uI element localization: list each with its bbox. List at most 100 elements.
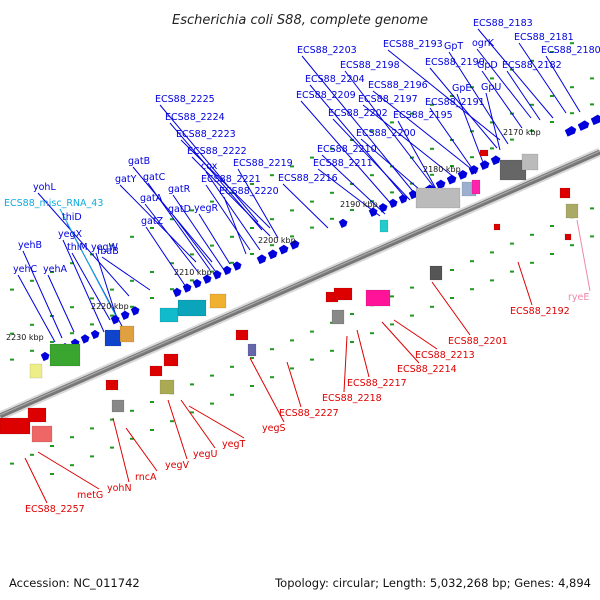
gene-label-forward[interactable]: gatC: [143, 172, 166, 183]
gene-label-forward[interactable]: ECS88_2222: [187, 146, 247, 157]
gene-label-reverse[interactable]: ECS88_2213: [415, 350, 475, 361]
gene-label-reverse[interactable]: ryeE: [568, 292, 589, 303]
gene-label-forward[interactable]: gatA: [140, 193, 163, 204]
track-dot: [290, 209, 294, 212]
gene-label-forward[interactable]: ECS88_2200: [356, 128, 416, 139]
gene-cluster-box: [111, 399, 125, 413]
gene-label-reverse[interactable]: yegT: [222, 439, 245, 450]
gene-label-forward[interactable]: ECS88_2221: [201, 174, 261, 185]
gene-label-forward[interactable]: cox: [201, 161, 218, 172]
gene-label-forward[interactable]: ECS88_2219: [233, 158, 293, 169]
track-dot: [370, 174, 374, 177]
gene-label-forward[interactable]: gatD: [168, 204, 191, 215]
gene-label-forward[interactable]: ECS88_2196: [368, 80, 428, 91]
gene-label-forward[interactable]: ECS88_2195: [393, 110, 453, 121]
gene-label-forward[interactable]: yegX: [58, 229, 82, 240]
gene-label-forward[interactable]: ECS88_2202: [328, 108, 388, 119]
gene-label-reverse[interactable]: yegV: [165, 460, 189, 471]
track-dot: [230, 235, 234, 238]
gene-label-reverse[interactable]: rncA: [135, 472, 157, 483]
track-dot: [130, 235, 134, 238]
gene-label-reverse[interactable]: ECS88_2257: [25, 504, 85, 515]
gene-label-reverse[interactable]: ECS88_2227: [279, 408, 339, 419]
gene-label-forward[interactable]: yegW: [91, 242, 118, 253]
gene-label-forward[interactable]: yehA: [43, 264, 67, 275]
gene-label-reverse[interactable]: yegS: [262, 423, 286, 434]
gene-label-forward[interactable]: thiD: [62, 212, 82, 223]
gene-label-forward[interactable]: ECS88_2209: [296, 90, 356, 101]
gene-label-forward[interactable]: ECS88_2225: [155, 94, 215, 105]
track-dot: [50, 341, 54, 343]
gene-label-forward[interactable]: ECS88_2183: [473, 18, 533, 29]
gene-cluster-box: [104, 329, 122, 347]
gene-label-reverse[interactable]: yohN: [107, 483, 132, 494]
gene-label-forward[interactable]: ECS88_2204: [305, 74, 365, 85]
gene-label-forward[interactable]: gatR: [168, 184, 191, 195]
gene-label-forward[interactable]: gatB: [128, 156, 150, 167]
gene-arrow: [192, 278, 202, 289]
gene-label-forward[interactable]: GpE: [452, 83, 471, 94]
gene-label-reverse[interactable]: ECS88_2217: [347, 378, 407, 389]
gene-label-forward[interactable]: ECS88_2180: [541, 45, 600, 56]
gene-label-forward[interactable]: ECS88_2181: [514, 32, 574, 43]
track-dot: [150, 401, 154, 403]
track-dot: [410, 112, 414, 115]
gene-label-reverse[interactable]: ECS88_2214: [397, 364, 457, 375]
gene-label-forward[interactable]: gatZ: [141, 216, 164, 227]
leader-line: [37, 451, 100, 490]
reverse-gene-block: [235, 329, 249, 341]
gene-label-forward[interactable]: ECS88_2197: [358, 94, 418, 105]
gene-label-forward[interactable]: ogrK: [472, 38, 495, 49]
track-dot: [190, 411, 194, 414]
gene-label-forward[interactable]: thiM: [67, 242, 88, 253]
gene-label-forward[interactable]: ECS88_2224: [165, 112, 225, 123]
gene-label-reverse[interactable]: ECS88_2218: [322, 393, 382, 404]
gene-label-forward[interactable]: yehB: [18, 240, 42, 251]
gene-label-reverse[interactable]: metG: [77, 490, 103, 501]
gene-label-reverse[interactable]: ECS88_2192: [510, 306, 570, 317]
gene-label-forward[interactable]: ECS88_2223: [176, 129, 236, 140]
tick-label: 2170 kbp: [503, 128, 541, 137]
track-dot: [130, 409, 134, 412]
gene-label-forward[interactable]: ECS88_2216: [278, 173, 338, 184]
leader-line: [485, 92, 501, 151]
gene-label-forward[interactable]: ECS88_2211: [313, 158, 373, 169]
gene-label-forward[interactable]: ECS88_2182: [502, 60, 562, 71]
gene-label-forward[interactable]: GpD: [477, 60, 498, 71]
gene-label-forward[interactable]: GpU: [481, 82, 501, 93]
track-dot: [230, 191, 234, 194]
gene-label-forward[interactable]: fbaB: [97, 246, 119, 257]
gene-arrow: [172, 287, 182, 298]
gene-arrow: [435, 179, 446, 190]
leader-line: [101, 256, 151, 291]
gene-label-reverse[interactable]: ECS88_2201: [448, 336, 508, 347]
track-dot: [110, 418, 114, 421]
gene-label-forward[interactable]: ECS88_2220: [219, 186, 279, 197]
track-dot: [230, 393, 234, 396]
gene-cluster-box: [177, 299, 207, 317]
gene-cluster-box: [415, 187, 461, 209]
gene-cluster-box: [119, 325, 135, 343]
gene-label-forward[interactable]: gatY: [115, 174, 137, 185]
track-dot: [190, 209, 194, 212]
track-dot: [170, 218, 174, 221]
gene-label-forward[interactable]: yehC: [13, 264, 37, 275]
gene-label-forward[interactable]: ECS88_2203: [297, 45, 357, 56]
track-dot: [590, 103, 594, 106]
track-dot: [270, 174, 274, 177]
gene-label-forward[interactable]: ECS88_2210: [317, 144, 377, 155]
track-dot: [390, 191, 394, 194]
gene-label-forward[interactable]: ECS88_2190: [425, 57, 485, 68]
misc-rna-label[interactable]: ECS88_misc_RNA_43: [4, 198, 103, 209]
gene-label-forward[interactable]: ECS88_2191: [425, 97, 485, 108]
leader-line: [429, 67, 498, 149]
gene-label-forward[interactable]: ECS88_2193: [383, 39, 443, 50]
gene-label-forward[interactable]: ECS88_2198: [340, 60, 400, 71]
track-dot: [310, 200, 314, 203]
gene-label-forward[interactable]: yegR: [194, 203, 218, 214]
track-dot: [570, 112, 574, 115]
gene-label-reverse[interactable]: yegU: [193, 449, 217, 460]
gene-label-forward[interactable]: GpT: [444, 41, 463, 52]
gene-label-forward[interactable]: yohL: [33, 182, 56, 193]
